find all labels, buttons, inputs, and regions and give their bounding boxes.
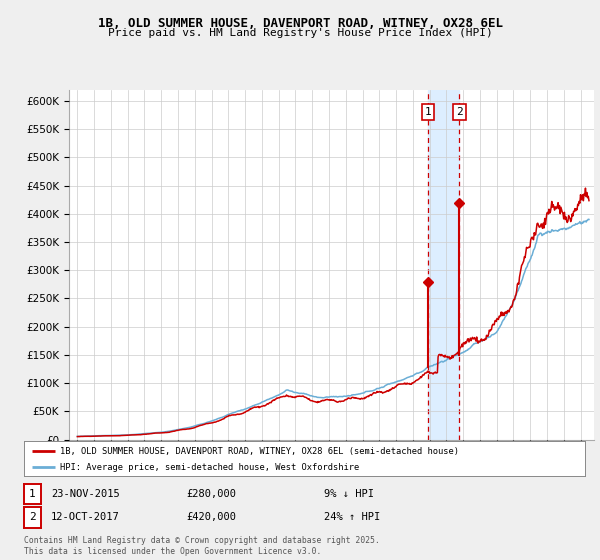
Text: 1: 1	[29, 489, 36, 499]
Text: 24% ↑ HPI: 24% ↑ HPI	[324, 512, 380, 522]
Text: 1B, OLD SUMMER HOUSE, DAVENPORT ROAD, WITNEY, OX28 6EL (semi-detached house): 1B, OLD SUMMER HOUSE, DAVENPORT ROAD, WI…	[61, 446, 460, 455]
Text: Contains HM Land Registry data © Crown copyright and database right 2025.
This d: Contains HM Land Registry data © Crown c…	[24, 536, 380, 556]
Text: 1: 1	[425, 107, 431, 117]
Text: 9% ↓ HPI: 9% ↓ HPI	[324, 489, 374, 499]
Text: Price paid vs. HM Land Registry's House Price Index (HPI): Price paid vs. HM Land Registry's House …	[107, 28, 493, 38]
Text: HPI: Average price, semi-detached house, West Oxfordshire: HPI: Average price, semi-detached house,…	[61, 463, 360, 472]
Text: £280,000: £280,000	[186, 489, 236, 499]
Text: 2: 2	[29, 512, 36, 522]
Text: 2: 2	[456, 107, 463, 117]
Text: 1B, OLD SUMMER HOUSE, DAVENPORT ROAD, WITNEY, OX28 6EL: 1B, OLD SUMMER HOUSE, DAVENPORT ROAD, WI…	[97, 17, 503, 30]
Bar	[428, 90, 460, 440]
Text: £420,000: £420,000	[186, 512, 236, 522]
Text: 23-NOV-2015: 23-NOV-2015	[51, 489, 120, 499]
Text: 12-OCT-2017: 12-OCT-2017	[51, 512, 120, 522]
